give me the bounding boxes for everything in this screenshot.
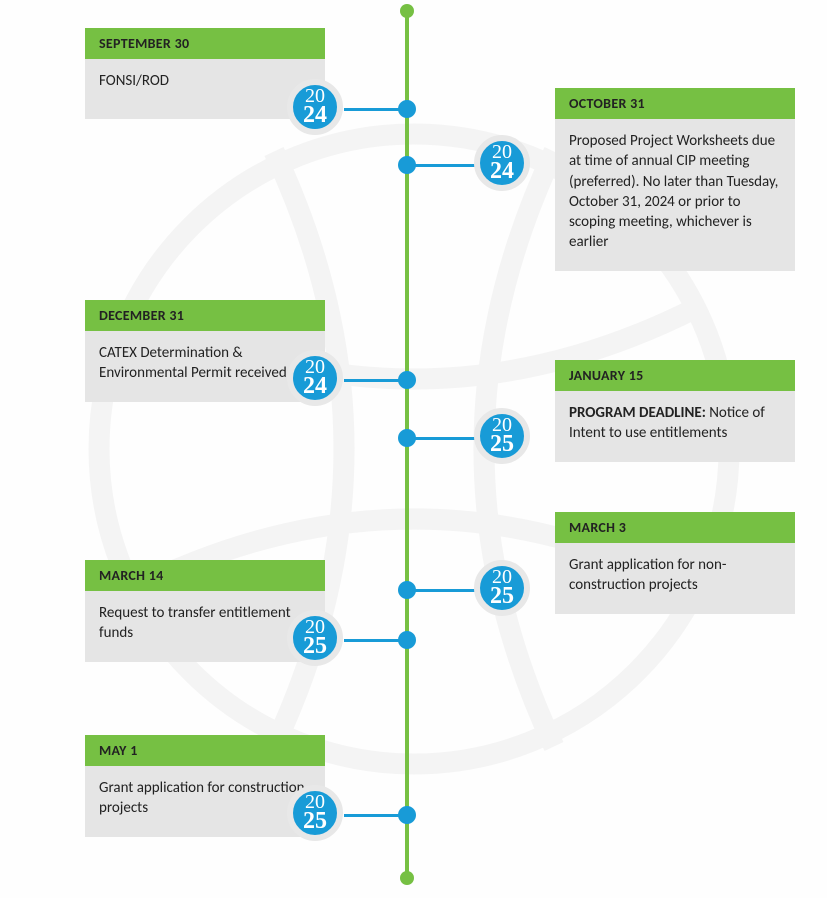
timeline-connector — [410, 589, 476, 592]
year-badge: 2025 — [474, 560, 530, 616]
timeline-dot — [398, 100, 416, 118]
year-badge: 2024 — [287, 79, 343, 135]
event-date-header: OCTOBER 31 — [555, 88, 795, 119]
timeline-dot — [398, 429, 416, 447]
year-badge-bottom: 25 — [293, 811, 337, 833]
event-date-header: SEPTEMBER 30 — [85, 28, 325, 59]
timeline-dot — [398, 156, 416, 174]
event-description: Proposed Project Worksheets due at time … — [555, 119, 795, 271]
year-badge-bottom: 24 — [293, 376, 337, 398]
timeline-connector — [344, 814, 404, 817]
timeline-event: MARCH 3Grant application for non-constru… — [555, 512, 795, 614]
timeline-connector — [344, 639, 404, 642]
timeline-event: OCTOBER 31Proposed Project Worksheets du… — [555, 88, 795, 271]
timeline-connector — [344, 379, 404, 382]
event-description: PROGRAM DEADLINE: Notice of Intent to us… — [555, 391, 795, 462]
event-date-header: JANUARY 15 — [555, 360, 795, 391]
year-badge: 2024 — [474, 135, 530, 191]
year-badge-bottom: 25 — [480, 586, 524, 608]
timeline-connector — [344, 108, 404, 111]
timeline-dot — [398, 631, 416, 649]
event-date-header: MARCH 3 — [555, 512, 795, 543]
year-badge-bottom: 24 — [480, 161, 524, 183]
year-badge: 2025 — [287, 785, 343, 841]
event-date-header: MARCH 14 — [85, 560, 325, 591]
year-badge: 2024 — [287, 350, 343, 406]
timeline-dot — [398, 806, 416, 824]
timeline-event: JANUARY 15PROGRAM DEADLINE: Notice of In… — [555, 360, 795, 462]
event-desc-strong: PROGRAM DEADLINE: — [569, 404, 706, 422]
year-badge: 2025 — [474, 408, 530, 464]
event-date-header: DECEMBER 31 — [85, 300, 325, 331]
year-badge-bottom: 25 — [293, 636, 337, 658]
timeline-connector — [410, 164, 476, 167]
timeline-dot — [398, 371, 416, 389]
year-badge-bottom: 24 — [293, 105, 337, 127]
event-description: Grant application for non-construction p… — [555, 543, 795, 614]
year-badge: 2025 — [287, 610, 343, 666]
event-date-header: MAY 1 — [85, 735, 325, 766]
timeline-endcap-top — [400, 4, 414, 18]
timeline-endcap-bottom — [400, 871, 414, 885]
timeline-dot — [398, 581, 416, 599]
timeline-connector — [410, 437, 476, 440]
year-badge-bottom: 25 — [480, 434, 524, 456]
